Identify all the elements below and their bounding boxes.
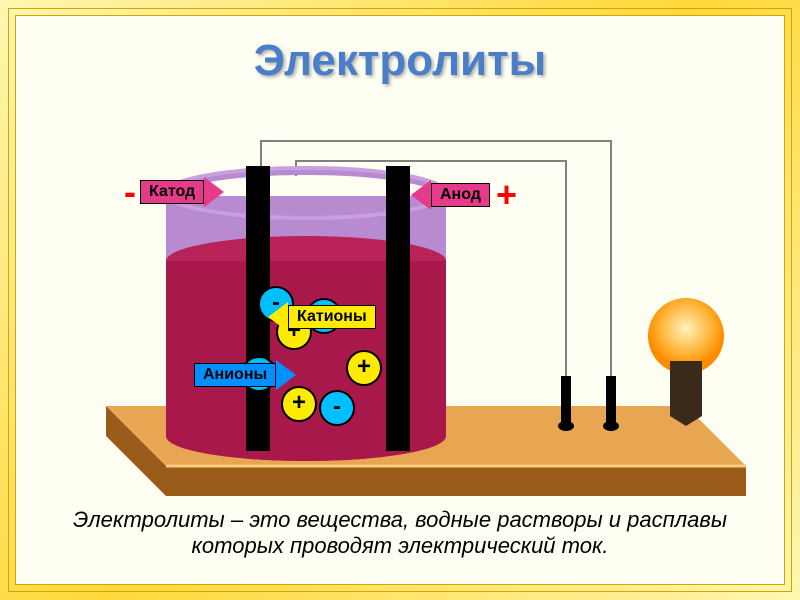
cathode-sign: - bbox=[124, 171, 136, 213]
cathode-label: - Катод bbox=[124, 171, 224, 213]
anode-electrode bbox=[386, 166, 410, 451]
anode-label: Анод + bbox=[411, 174, 517, 216]
anion-icon: - bbox=[319, 390, 355, 426]
cations-arrow: Катионы bbox=[268, 302, 376, 332]
lightbulb bbox=[646, 286, 726, 436]
anode-sign: + bbox=[496, 174, 517, 216]
anions-arrow: Анионы bbox=[194, 360, 296, 390]
cation-icon: + bbox=[346, 350, 382, 386]
cation-icon: + bbox=[281, 386, 317, 422]
outer-frame: Электролиты bbox=[0, 0, 800, 600]
diagram-stage: - Катод Анод + - + - bbox=[66, 116, 766, 516]
page-title: Электролиты bbox=[254, 36, 546, 86]
